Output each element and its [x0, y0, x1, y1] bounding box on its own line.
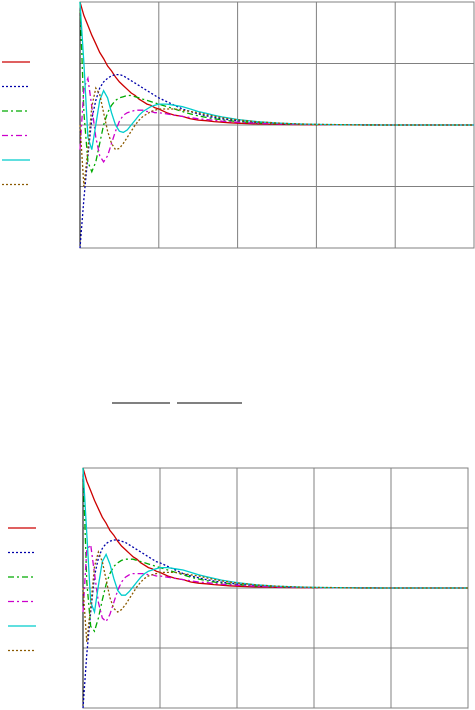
chart-bottom — [8, 467, 469, 709]
series-line-3 — [79, 1, 474, 174]
series-line-5 — [82, 467, 468, 615]
series-line-2 — [79, 73, 474, 249]
series-line-6 — [82, 549, 468, 643]
series-line-2 — [82, 539, 468, 709]
series-line-3 — [82, 467, 468, 633]
series-line-6 — [79, 86, 474, 187]
series-line-4 — [82, 543, 468, 623]
series-line-5 — [79, 1, 474, 150]
chart-top — [2, 1, 475, 249]
series-line-4 — [79, 75, 474, 164]
